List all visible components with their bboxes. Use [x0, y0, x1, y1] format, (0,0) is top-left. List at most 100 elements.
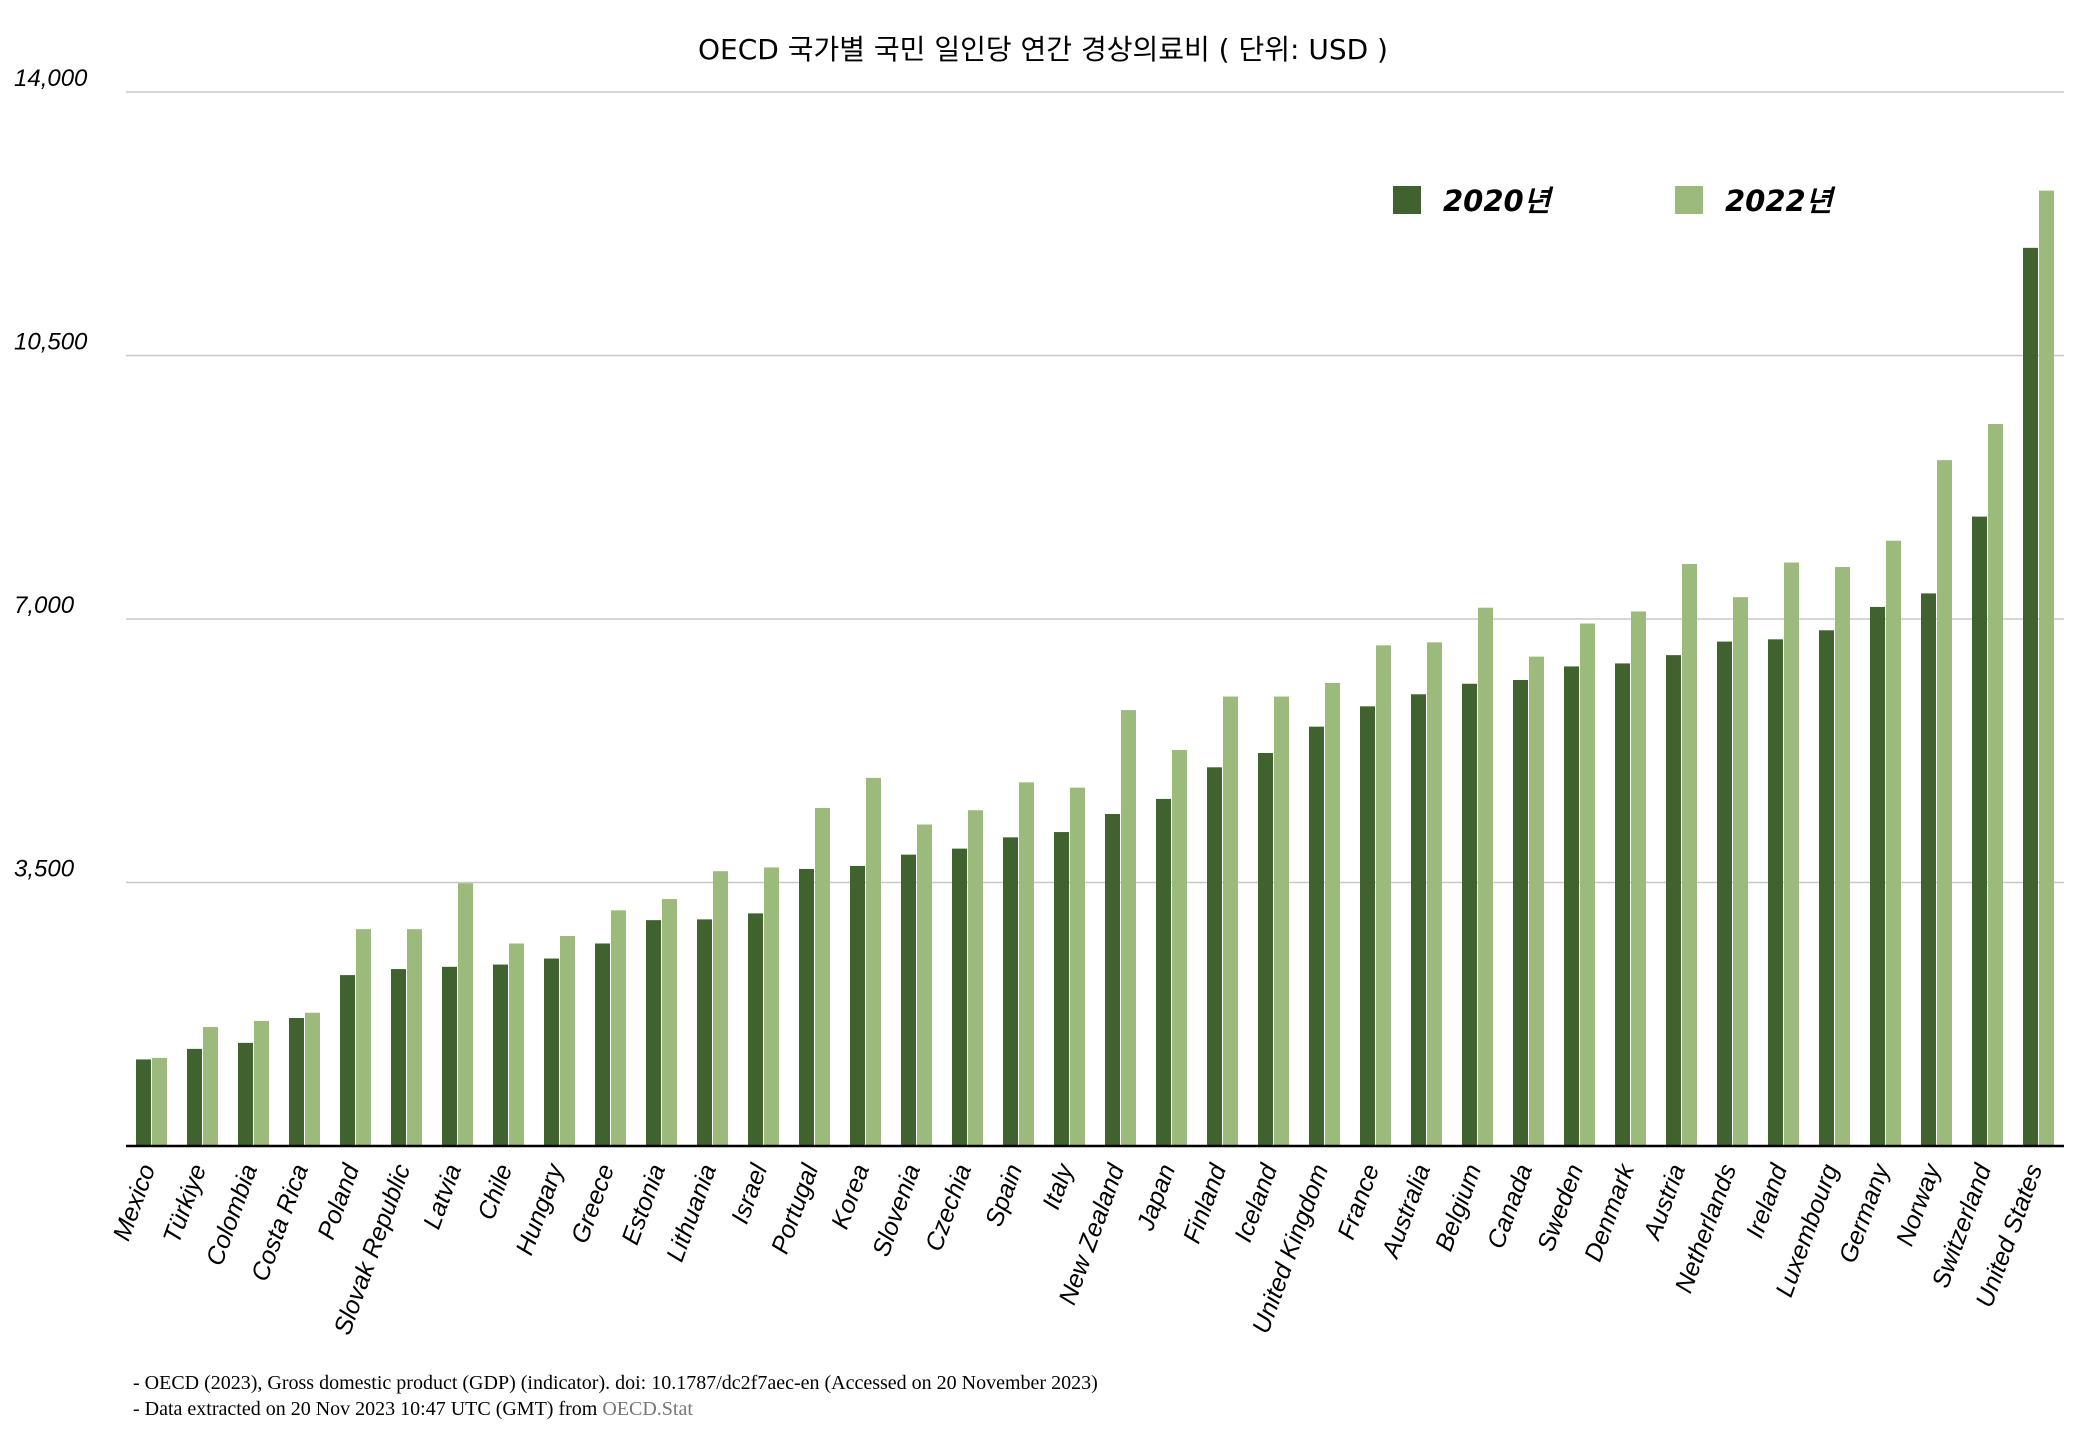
bar-series-1: [1666, 655, 1681, 1146]
x-tick-label: Australia: [1376, 1160, 1436, 1263]
bar-series-1: [493, 964, 508, 1146]
bar-series-2: [305, 1012, 320, 1146]
y-tick-label: 10,500: [14, 329, 88, 356]
x-tick-label: Austria: [1638, 1160, 1692, 1245]
x-tick-label: France: [1332, 1160, 1385, 1243]
bar-series-2: [1886, 540, 1901, 1146]
y-axis-ticks: 3,500 7,000 10,500 14,000: [14, 65, 88, 883]
x-tick-label: Finland: [1178, 1159, 1233, 1247]
x-tick-label: Ireland: [1741, 1159, 1794, 1241]
bar-series-2: [356, 929, 371, 1146]
bar-series-1: [1819, 630, 1834, 1146]
bar-series-2: [815, 807, 830, 1146]
bar-series-2: [866, 777, 881, 1146]
x-tick-label: Japan: [1131, 1160, 1181, 1235]
bar-series-1: [1309, 726, 1324, 1146]
x-tick-label: Belgium: [1430, 1160, 1487, 1254]
x-tick-label: Lithuania: [661, 1160, 722, 1265]
bar-series-2: [1376, 645, 1391, 1146]
bar-series-2: [1325, 682, 1340, 1146]
x-tick-label: Portugal: [766, 1159, 825, 1257]
bar-series-2: [1631, 611, 1646, 1146]
bar-series-1: [1513, 679, 1528, 1146]
bar-series-2: [1835, 567, 1850, 1146]
bar-series-1: [1207, 767, 1222, 1146]
bar-series-1: [748, 913, 763, 1146]
bar-series-2: [917, 824, 932, 1146]
bar-series-2: [509, 943, 524, 1146]
x-tick-label: Iceland: [1229, 1159, 1283, 1245]
footnote-extraction: - Data extracted on 20 Nov 2023 10:47 UT…: [133, 1398, 693, 1421]
x-tick-label: Türkiye: [158, 1160, 212, 1247]
bar-series-1: [340, 975, 355, 1146]
bar-series-2: [1223, 696, 1238, 1146]
y-tick-label: 7,000: [14, 592, 75, 619]
bar-series-2: [1733, 597, 1748, 1146]
bar-series-2: [1937, 460, 1952, 1146]
bar-series-2: [1070, 787, 1085, 1146]
y-tick-label: 3,500: [14, 856, 75, 883]
bar-series-2: [1580, 623, 1595, 1146]
bar-series-2: [1529, 656, 1544, 1146]
bar-series-1: [1003, 837, 1018, 1146]
bar-series-2: [1478, 607, 1493, 1146]
bar-series-2: [713, 871, 728, 1146]
bar-series-2: [1121, 710, 1136, 1146]
x-tick-label: Germany: [1834, 1159, 1896, 1267]
x-tick-label: Italy: [1037, 1159, 1080, 1213]
y-tick-label: 14,000: [14, 65, 88, 92]
bar-series-2: [1019, 782, 1034, 1146]
bar-series-1: [799, 868, 814, 1146]
bar-series-1: [136, 1059, 151, 1146]
bar-series-1: [544, 958, 559, 1146]
bar-series-1: [1921, 593, 1936, 1146]
bar-series-2: [560, 935, 575, 1146]
bar-series-1: [1258, 753, 1273, 1146]
bar-series-1: [850, 865, 865, 1146]
legend-swatch: [1675, 186, 1703, 214]
bar-series-1: [442, 966, 457, 1146]
bar-series-1: [1564, 666, 1579, 1146]
bar-series-1: [1462, 683, 1477, 1146]
x-tick-label: Mexico: [108, 1160, 161, 1244]
bar-series-1: [1054, 832, 1069, 1146]
x-tick-label: Korea: [826, 1160, 875, 1232]
x-tick-label: Estonia: [616, 1160, 671, 1248]
x-tick-label: Canada: [1482, 1160, 1538, 1252]
x-tick-label: Slovenia: [867, 1160, 926, 1260]
bar-series-2: [1427, 642, 1442, 1146]
x-tick-label: Hungary: [511, 1159, 570, 1259]
bar-series-1: [646, 920, 661, 1146]
bar-series-2: [1172, 749, 1187, 1146]
x-tick-label: Norway: [1891, 1159, 1947, 1250]
oecd-stat-link[interactable]: OECD.Stat: [602, 1398, 693, 1420]
chart-title: OECD 국가별 국민 일인당 연간 경상의료비 ( 단위: USD ): [698, 33, 1388, 66]
bar-series-2: [152, 1057, 167, 1146]
bar-series-1: [187, 1048, 202, 1146]
footnote-source: - OECD (2023), Gross domestic product (G…: [133, 1372, 1098, 1394]
legend-label: 2022년: [1725, 184, 1836, 218]
legend: 2020년 2022년: [1393, 184, 1836, 218]
x-tick-label: Czechia: [920, 1160, 977, 1255]
bar-series-2: [1784, 562, 1799, 1146]
bar-series-2: [662, 899, 677, 1146]
bar-series-1: [1411, 694, 1426, 1146]
bar-series-1: [1360, 706, 1375, 1146]
bar-series-2: [1682, 564, 1697, 1146]
bar-series-1: [1870, 606, 1885, 1146]
x-tick-label: Israel: [726, 1159, 774, 1227]
bar-series-2: [407, 929, 422, 1146]
x-tick-label: Chile: [472, 1160, 518, 1223]
bar-series-1: [901, 854, 916, 1146]
x-tick-label: Greece: [566, 1160, 620, 1247]
bar-series-1: [1105, 813, 1120, 1146]
bars: [136, 190, 2054, 1147]
bar-series-2: [1274, 696, 1289, 1146]
bar-series-1: [2023, 247, 2038, 1146]
bar-series-2: [968, 810, 983, 1146]
bar-series-1: [238, 1042, 253, 1146]
bar-series-1: [952, 848, 967, 1146]
footnote-extraction-text: - Data extracted on 20 Nov 2023 10:47 UT…: [133, 1398, 603, 1420]
